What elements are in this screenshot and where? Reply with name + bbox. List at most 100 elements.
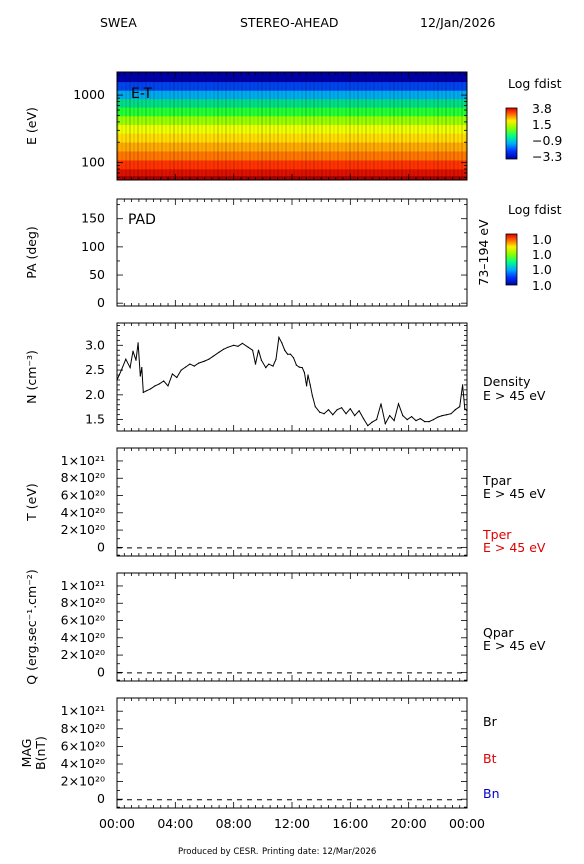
density-point xyxy=(307,374,309,376)
mag-panel: 1×10²¹ 8×10²⁰ 6×10²⁰ 4×10²⁰ 2×10²⁰ 0 MAG B(nT) B… xyxy=(19,697,500,809)
density-point xyxy=(132,350,134,352)
time-column-shade xyxy=(225,72,227,180)
pad-panel: 150 100 50 0 PAD PA (deg) 73–194 eV Log fdist 1.… xyxy=(24,198,562,310)
colorbar-tick-label: 3.8 xyxy=(532,101,552,116)
density-point xyxy=(311,395,313,397)
y-tick-label: 6×10²⁰ xyxy=(61,488,105,503)
y-tick-label: 1×10²¹ xyxy=(61,578,105,593)
time-column-shade xyxy=(449,72,451,180)
density-point xyxy=(222,348,225,350)
density-point xyxy=(411,416,413,418)
time-tick-label: 20:00 xyxy=(391,816,427,831)
density-point xyxy=(303,371,305,374)
time-column-shade xyxy=(421,72,423,180)
printing-date-label: Printing date: 12/Mar/2026 xyxy=(262,847,376,857)
time-column-shade xyxy=(149,72,151,180)
energy-band xyxy=(117,160,467,170)
panel-label-pad: PAD xyxy=(128,212,156,228)
density-point xyxy=(419,418,421,420)
time-column-shade xyxy=(361,72,363,180)
density-point xyxy=(129,367,131,369)
time-column-shade xyxy=(385,72,387,180)
density-point xyxy=(227,346,229,348)
time-tick-label: 00:00 xyxy=(449,816,485,831)
y-tick-label: 2.5 xyxy=(85,362,105,377)
density-point xyxy=(141,367,143,369)
time-column-shade xyxy=(177,72,179,180)
time-column-shade xyxy=(285,72,287,180)
density-point xyxy=(424,421,426,423)
density-point xyxy=(167,385,169,387)
time-column-shade xyxy=(417,72,419,180)
density-point xyxy=(397,403,400,405)
time-column-shade xyxy=(213,72,215,180)
time-column-shade xyxy=(393,72,395,180)
time-column-shade xyxy=(365,72,367,180)
time-column-shade xyxy=(141,72,143,180)
energy-band xyxy=(117,133,467,143)
density-point xyxy=(428,421,430,423)
time-column-shade xyxy=(329,72,331,180)
panel-frame xyxy=(116,322,468,432)
time-column-shade xyxy=(121,72,123,180)
y-tick-label: 1.5 xyxy=(85,412,105,427)
time-column-shade xyxy=(301,72,303,180)
time-column-shade xyxy=(209,72,211,180)
colorbar-title: Log fdist xyxy=(508,202,562,217)
density-point xyxy=(265,367,267,369)
panel-frame xyxy=(116,447,468,557)
series-legend-label: E > 45 eV xyxy=(483,486,546,501)
time-column-shade xyxy=(357,72,359,180)
time-column-shade xyxy=(185,72,187,180)
colorbar-tick-label: 1.0 xyxy=(532,262,552,277)
et-spectrogram-panel: 1000 100 E-T E (eV) Log fdist 3.81.5−0.9−3.3 xyxy=(24,71,562,181)
density-point xyxy=(120,369,122,371)
y-axis-label: Q (erg.sec⁻¹.cm⁻²) xyxy=(24,569,39,684)
density-point xyxy=(327,409,330,411)
panel-frame xyxy=(116,697,468,809)
density-point xyxy=(466,410,468,412)
density-point xyxy=(389,415,391,417)
density-point xyxy=(233,344,235,346)
density-point xyxy=(252,349,254,351)
time-column-shade xyxy=(289,72,291,180)
time-column-shade xyxy=(157,72,159,180)
density-point xyxy=(180,369,182,371)
density-point xyxy=(203,360,206,362)
time-column-shade xyxy=(389,72,391,180)
colorbar-tick-label: 1.0 xyxy=(532,278,552,293)
density-point xyxy=(354,415,356,417)
y-axis-label: N (cm⁻³) xyxy=(24,350,39,404)
time-column-shade xyxy=(249,72,251,180)
density-point xyxy=(358,410,360,412)
time-tick-label: 16:00 xyxy=(332,816,368,831)
time-column-shade xyxy=(297,72,299,180)
density-point xyxy=(193,365,195,367)
density-point xyxy=(376,419,378,421)
time-column-shade xyxy=(117,72,119,180)
energy-band xyxy=(117,116,467,126)
time-column-shade xyxy=(413,72,415,180)
colorbar-tick-label: −3.3 xyxy=(532,149,562,164)
colorbar-tick-label: 1.0 xyxy=(532,247,552,262)
colorbar xyxy=(505,107,518,160)
time-column-shade xyxy=(145,72,147,180)
density-point xyxy=(171,373,173,375)
series-legend-label: Bn xyxy=(483,786,500,801)
time-column-shade xyxy=(373,72,375,180)
density-point xyxy=(289,353,292,355)
y-axis-label: T (eV) xyxy=(24,483,39,522)
date-title: 12/Jan/2026 xyxy=(420,15,495,30)
y-tick-label: 150 xyxy=(81,211,105,226)
density-point xyxy=(336,409,338,411)
energy-band xyxy=(117,142,467,152)
time-column-shade xyxy=(453,72,455,180)
density-point xyxy=(367,425,369,427)
density-point xyxy=(139,375,141,377)
time-column-shade xyxy=(457,72,459,180)
y-tick-label: 100 xyxy=(81,239,105,254)
density-point xyxy=(349,408,351,410)
colorbar-tick-label: 1.0 xyxy=(532,232,552,247)
